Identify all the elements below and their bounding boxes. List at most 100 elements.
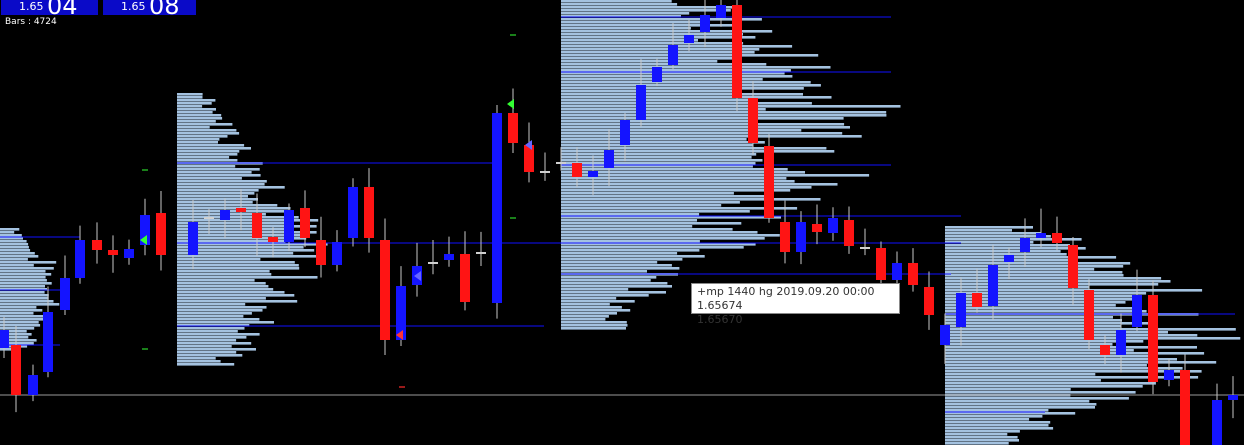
profile-bar (561, 162, 756, 165)
profile-bar (561, 54, 819, 57)
profile-bar (0, 321, 39, 324)
profile-bar (945, 385, 1143, 388)
profile-bar (177, 234, 302, 237)
profile-bar (945, 325, 1122, 328)
profile-bar (945, 346, 1197, 349)
profile-bar (561, 18, 762, 21)
profile-bar (177, 141, 218, 144)
profile-bar (177, 291, 285, 294)
profile-bar (177, 93, 203, 96)
profile-bar (177, 129, 237, 132)
profile-bar (561, 255, 705, 258)
profile-bar (0, 255, 39, 258)
profile-bar (177, 192, 255, 195)
profile-bar (945, 397, 1129, 400)
profile-bar (561, 150, 835, 153)
signal-arrow (396, 330, 403, 340)
profile-bar (945, 235, 1051, 238)
profile-bar (561, 51, 755, 54)
profile-bar (945, 379, 1101, 382)
profile-bar (177, 351, 237, 354)
profile-bar (561, 63, 767, 66)
profile-bar (177, 288, 274, 291)
profile-bar (945, 319, 1122, 322)
profile-bar (945, 409, 1049, 412)
profile-bar (177, 135, 228, 138)
profile-bar (0, 261, 57, 264)
candle-body (1020, 238, 1030, 252)
candle-body (668, 45, 678, 65)
profile-bar (945, 322, 1156, 325)
profile-bar (0, 246, 29, 249)
profile-bar (561, 303, 610, 306)
profile-bar (561, 177, 787, 180)
profile-bar (0, 294, 49, 297)
profile-bar (945, 382, 1156, 385)
profile-bar (561, 291, 666, 294)
profile-bar (561, 309, 631, 312)
profile-bar (945, 283, 1159, 286)
profile-bar (945, 415, 1043, 418)
profile-bar (561, 171, 805, 174)
profile-bar (0, 285, 45, 288)
candle-body (780, 222, 790, 252)
profile-bar (177, 270, 270, 273)
profile-bar (945, 280, 1171, 283)
profile-bar (945, 364, 1147, 367)
candle-body (188, 222, 198, 255)
candle-body (348, 187, 358, 238)
profile-bar (177, 249, 315, 252)
profile-bar (945, 352, 1205, 355)
profile-bar (177, 258, 261, 261)
profile-bar (177, 150, 240, 153)
profile-bar (0, 258, 28, 261)
profile-bar (561, 159, 763, 162)
candle-body (140, 215, 150, 245)
profile-bar (561, 69, 791, 72)
profile-bar (561, 243, 756, 246)
candle-body (828, 218, 838, 233)
profile-bar (945, 271, 1123, 274)
profile-bar (561, 312, 617, 315)
profile-bar (561, 276, 657, 279)
profile-bar (945, 370, 1202, 373)
profile-bar (945, 295, 1136, 298)
profile-bar (561, 186, 812, 189)
candle-body (252, 213, 262, 238)
candle-body (316, 240, 326, 265)
profile-bar (177, 336, 247, 339)
profile-bar (945, 367, 1183, 370)
profile-bar (945, 292, 1147, 295)
profile-bar (177, 297, 266, 300)
profile-bar (177, 339, 237, 342)
candle-body (11, 345, 21, 395)
bid-box: 1.65 04 (1, 0, 98, 15)
candle-body (75, 240, 85, 278)
profile-bar (561, 294, 649, 297)
tooltip-line: +mp 1440 hg 2019.09.20 00:00 1.65674 (697, 285, 875, 312)
profile-bar (945, 349, 1134, 352)
profile-bar (561, 234, 780, 237)
profile-bar (0, 303, 60, 306)
profile-bar (561, 216, 781, 219)
profile-bar (177, 96, 203, 99)
profile-bar (561, 306, 622, 309)
profile-bar (945, 442, 1009, 445)
profile-bar (945, 298, 1139, 301)
candle-body (1164, 370, 1174, 380)
candle-body (0, 330, 9, 348)
profile-bar (561, 87, 804, 90)
profile-bar (561, 192, 734, 195)
profile-bar (177, 144, 245, 147)
profile-bar (561, 138, 747, 141)
profile-bar (177, 342, 252, 345)
profile-bar (945, 301, 1126, 304)
profile-bar (177, 321, 274, 324)
profile-bar (177, 183, 265, 186)
candle-body (1148, 295, 1158, 382)
profile-bar (0, 270, 46, 273)
signal-arrow (507, 99, 514, 109)
profile-bar (945, 229, 1012, 232)
profile-bar (561, 141, 765, 144)
candle-body (1068, 245, 1078, 288)
